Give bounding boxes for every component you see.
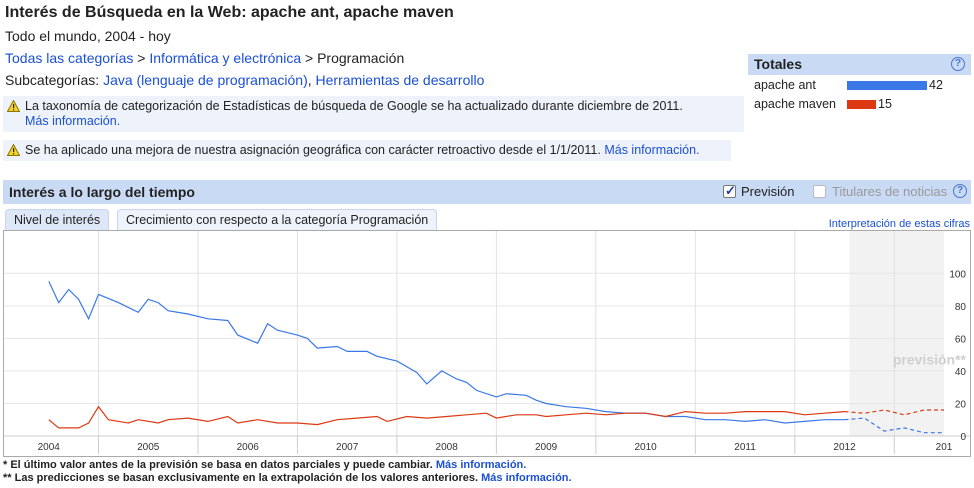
page-title: Interés de Búsqueda en la Web: apache an… [5,4,454,21]
warning-icon [7,144,20,156]
breadcrumb-current: Programación [317,50,405,66]
x-tick-label: 2005 [137,442,160,453]
footnote-1-link[interactable]: Más información. [435,459,527,471]
subcategories-label: Subcategorías: [5,72,104,88]
interest-chart: 2004 2005 2006 2007 2008 2009 2010 2011 2012 201 1… [4,231,970,456]
totals-label-apache-ant: apache ant [754,78,816,92]
forecast-label: Previsión [741,184,795,199]
news-headlines-label: Titulares de noticias [832,184,948,199]
totals-help-icon[interactable]: ? [951,57,965,71]
totals-label-apache-maven: apache maven [754,97,837,111]
x-tick-label: 2008 [436,442,459,453]
subcategories: Subcategorías: Java (lenguaje de program… [5,72,484,88]
totals-bar-apache-maven [847,100,876,109]
footnote-1-text: * El último valor antes de la previsión … [3,459,433,471]
taxonomy-notice-text: La taxonomía de categorización de Estadí… [25,99,683,113]
y-tick-label: 100 [949,269,966,280]
series-line-apache-maven [48,405,845,429]
y-tick-label: 60 [955,334,967,345]
breadcrumb-computers-electronics[interactable]: Informática y electrónica [149,50,302,66]
y-tick-label: 0 [960,432,966,443]
forecast-region [849,231,944,436]
x-tick-label: 2009 [535,442,558,453]
totals-value-apache-maven: 15 [878,97,892,111]
y-tick-label: 80 [955,302,967,313]
footnote-1: * El último valor antes de la previsión … [3,459,526,471]
x-tick-label: 2004 [38,442,61,453]
breadcrumb: Todas las categorías > Informática y ele… [5,50,404,66]
section-title: Interés a lo largo del tiempo [9,184,195,200]
subcategory-dev-tools-link[interactable]: Herramientas de desarrollo [315,72,485,88]
totals-header: Totales ? [748,54,971,75]
x-tick-label: 2012 [833,442,856,453]
footnote-2-link[interactable]: Más información. [481,472,572,484]
page-subtitle: Todo el mundo, 2004 - hoy [5,28,171,44]
x-axis-band [4,436,970,456]
breadcrumb-separator: > [133,50,150,66]
x-tick-label: 2011 [734,442,756,453]
subcategory-java-link[interactable]: Java (lenguaje de programación) [103,72,308,88]
warning-icon [7,100,20,112]
geo-notice: Se ha aplicado una mejora de nuestra asi… [3,140,731,161]
taxonomy-more-info-link[interactable]: Más información. [25,114,121,128]
interpretation-link[interactable]: Interpretación de estas cifras [828,218,970,230]
subcategory-separator: , [307,72,316,88]
x-tick-label: 201 [936,442,953,453]
breadcrumb-separator: > [301,50,318,66]
series-forecast-apache-ant [844,417,944,434]
news-headlines-checkbox[interactable] [813,185,826,198]
geo-notice-text: Se ha aplicado una mejora de nuestra asi… [25,143,601,157]
taxonomy-notice: La taxonomía de categorización de Estadí… [3,96,744,132]
x-tick-label: 2010 [634,442,657,453]
tab-category-growth[interactable]: Crecimiento con respecto a la categoría … [117,209,438,231]
x-tick-label: 2006 [237,442,260,453]
totals-bar-apache-ant [847,81,927,90]
series-line-apache-ant [48,281,845,424]
totals-value-apache-ant: 42 [929,78,943,92]
interest-over-time-header: Interés a lo largo del tiempo Previsión … [3,180,971,204]
footnote-2: ** Las predicciones se basan exclusivame… [3,472,572,484]
x-tick-label: 2007 [336,442,359,453]
totals-title: Totales [754,56,802,72]
breadcrumb-all-categories[interactable]: Todas las categorías [5,50,134,66]
tab-interest-level[interactable]: Nivel de interés [5,209,110,231]
footnote-2-text: ** Las predicciones se basan exclusivame… [3,472,479,484]
series-forecast-apache-maven [844,409,944,416]
geo-more-info-link[interactable]: Más información. [604,143,700,157]
forecast-watermark-label: previsión** [893,351,967,367]
y-tick-label: 40 [955,367,967,378]
section-help-icon[interactable]: ? [953,184,967,198]
chart-container: 2004 2005 2006 2007 2008 2009 2010 2011 2012 201 1… [3,230,971,457]
forecast-checkbox[interactable] [723,183,736,199]
y-tick-label: 20 [955,399,967,410]
